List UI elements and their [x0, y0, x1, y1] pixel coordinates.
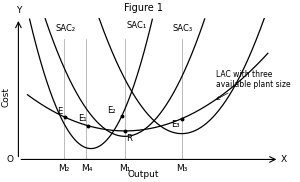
Text: X: X	[280, 155, 286, 164]
Text: O: O	[7, 155, 14, 164]
Text: Y: Y	[16, 6, 21, 15]
Text: M₁: M₁	[119, 163, 131, 173]
Text: E₁: E₁	[78, 114, 86, 123]
Text: M₄: M₄	[81, 163, 92, 173]
Text: M₃: M₃	[176, 163, 188, 173]
Text: Output: Output	[128, 170, 159, 179]
Text: R: R	[126, 134, 132, 143]
Text: SAC₂: SAC₂	[56, 24, 76, 33]
Text: E₂: E₂	[107, 106, 116, 115]
Text: M₂: M₂	[58, 163, 69, 173]
Text: Cost: Cost	[2, 87, 10, 107]
Text: SAC₃: SAC₃	[172, 24, 193, 33]
Text: LAC with three
available plant size: LAC with three available plant size	[216, 70, 290, 99]
Text: Figure 1: Figure 1	[124, 3, 163, 13]
Text: E: E	[57, 107, 63, 116]
Text: SAC₁: SAC₁	[126, 21, 146, 30]
Text: E₃: E₃	[171, 120, 179, 129]
